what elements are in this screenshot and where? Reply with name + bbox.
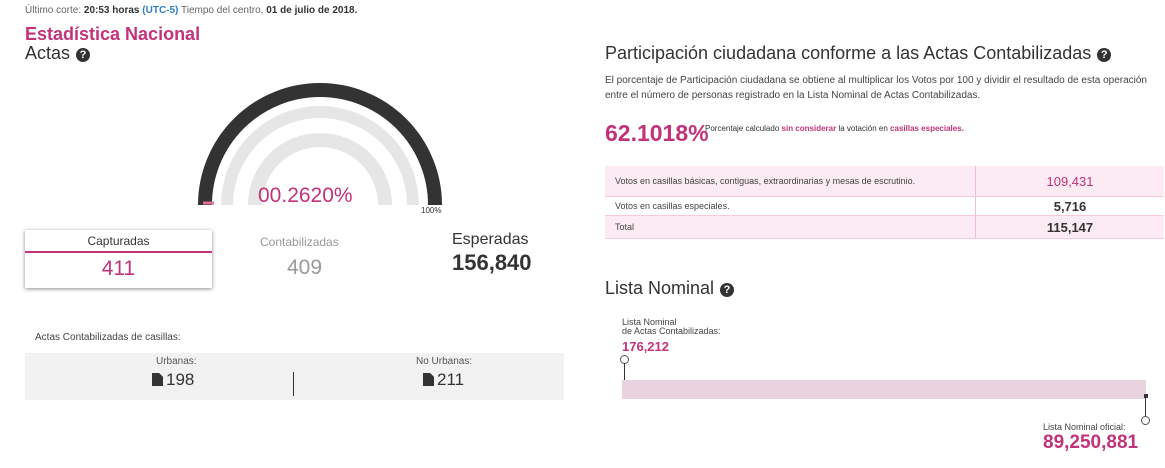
- esperadas-label: Esperadas: [452, 231, 529, 248]
- casillas-divider: [293, 372, 294, 396]
- gauge-track-4: [248, 133, 392, 206]
- casillas-panel: [25, 353, 564, 400]
- votes-row-value: 115,147: [975, 215, 1164, 239]
- participacion-title: Participación ciudadana conforme a las A…: [605, 43, 1112, 64]
- participacion-percentage: 62.1018%: [605, 120, 709, 146]
- no-urbanas-label: No Urbanas:: [416, 356, 473, 367]
- lista-nominal-oficial-value: 89,250,881: [1043, 432, 1139, 453]
- marker-dot-end: [1144, 394, 1148, 398]
- lista-nominal-bar: [622, 380, 1146, 399]
- capturadas-value: 411: [101, 257, 136, 280]
- section-title: Estadística Nacional: [25, 24, 201, 44]
- votes-row-label: Votos en casillas básicas, contiguas, ex…: [605, 166, 976, 197]
- lista-nominal-oficial-label: Lista Nominal oficial:: [1043, 422, 1126, 432]
- lista-nominal-actas-value: 176,212: [622, 339, 669, 354]
- contabilizadas-value: 409: [287, 256, 323, 279]
- help-icon[interactable]: ?: [1097, 48, 1112, 62]
- capturadas-label: Capturadas: [87, 234, 150, 248]
- no-urbanas-value: 211: [423, 370, 464, 390]
- votes-row-value: 109,431: [975, 166, 1164, 197]
- capturadas-underline: [25, 251, 212, 253]
- casillas-title: Actas Contabilizadas de casillas:: [35, 332, 181, 343]
- votes-table: Votos en casillas básicas, contiguas, ex…: [605, 166, 1164, 239]
- lista-nominal-title: Lista Nominal?: [605, 278, 735, 299]
- esperadas-value: 156,840: [452, 250, 532, 275]
- gauge-track-3: [240, 125, 400, 206]
- votes-row-label: Votos en casillas especiales.: [605, 196, 976, 216]
- contabilizadas-label: Contabilizadas: [260, 235, 339, 249]
- last-cut-info: Último corte: 20:53 horas (UTC-5) Tiempo…: [25, 5, 358, 16]
- lista-nominal-actas-label: Lista Nominal de Actas Contabilizadas:: [622, 317, 721, 336]
- gauge-track-2: [221, 106, 419, 206]
- table-row: Total 115,147: [605, 215, 1164, 239]
- marker-line-end: [1145, 395, 1146, 417]
- urbanas-label: Urbanas:: [156, 356, 197, 367]
- gauge-track-1: [214, 99, 426, 206]
- gauge-max-label: 100%: [421, 206, 442, 215]
- table-row: Votos en casillas básicas, contiguas, ex…: [605, 166, 1164, 197]
- help-icon[interactable]: ?: [720, 283, 735, 297]
- gauge-percentage: 00.2620%: [258, 184, 353, 207]
- votes-row-value: 5,716: [975, 196, 1164, 216]
- participacion-description: El porcentaje de Participación ciudadana…: [605, 75, 1147, 101]
- document-icon: [423, 373, 434, 386]
- marker-ring-end: [1141, 416, 1150, 425]
- participacion-note: Porcentaje calculado sin considerar la v…: [705, 124, 964, 133]
- actas-title: Actas?: [25, 43, 91, 63]
- table-row: Votos en casillas especiales. 5,716: [605, 196, 1164, 216]
- document-icon: [152, 373, 163, 386]
- gauge-outer-arc: [198, 83, 442, 206]
- urbanas-value: 198: [152, 370, 194, 390]
- capturadas-card[interactable]: Capturadas 411: [25, 230, 212, 288]
- help-icon[interactable]: ?: [76, 48, 91, 62]
- actas-gauge: [198, 83, 442, 206]
- votes-row-label: Total: [605, 215, 976, 239]
